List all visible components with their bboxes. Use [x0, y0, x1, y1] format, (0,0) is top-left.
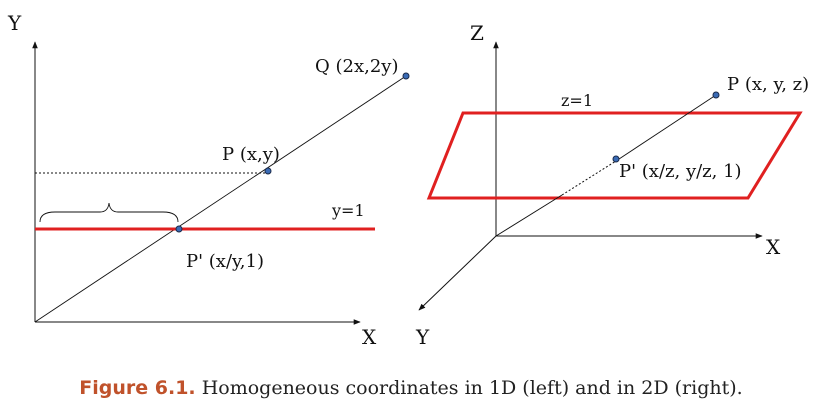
right-point-p-label: P (x, y, z) [727, 74, 809, 95]
right-diagram: Z X Y z=1 P (x, y, z) P' (x/z, y/z, 1) [415, 21, 809, 349]
right-ray-upper [615, 94, 717, 162]
right-plane-z-equals-1 [426, 111, 803, 200]
right-ray-dotted [561, 160, 617, 196]
figure-caption-text: Homogeneous coordinates in 1D (left) and… [195, 377, 743, 399]
left-y-axis-label: Y [7, 11, 22, 35]
right-ray-lower [495, 194, 563, 237]
figure-caption: Figure 6.1. Homogeneous coordinates in 1… [0, 377, 822, 399]
left-point-p [264, 167, 272, 175]
left-brace [39, 202, 179, 223]
right-z-axis-label: Z [470, 21, 484, 45]
left-diagram: Y X y=1 Q (2x,2y) P (x,y) P' (x/y,1) [7, 11, 410, 349]
right-plane-label: z=1 [561, 91, 593, 110]
left-point-p-prime-label: P' (x/y,1) [186, 251, 264, 272]
right-point-p-prime-label: P' (x/z, y/z, 1) [619, 161, 742, 182]
left-point-q-label: Q (2x,2y) [315, 56, 398, 77]
left-point-p-prime [175, 225, 183, 233]
left-point-q [402, 72, 410, 80]
right-y-axis [418, 235, 497, 311]
left-point-p-label: P (x,y) [222, 144, 280, 165]
right-x-axis-label: X [766, 235, 781, 259]
left-x-axis-label: X [362, 325, 377, 349]
left-projection-ray [34, 75, 407, 323]
figure-caption-label: Figure 6.1. [79, 377, 196, 399]
right-y-axis-label: Y [415, 325, 430, 349]
left-line-label: y=1 [331, 201, 365, 220]
right-point-p-prime [612, 155, 620, 163]
right-point-p [712, 91, 720, 99]
